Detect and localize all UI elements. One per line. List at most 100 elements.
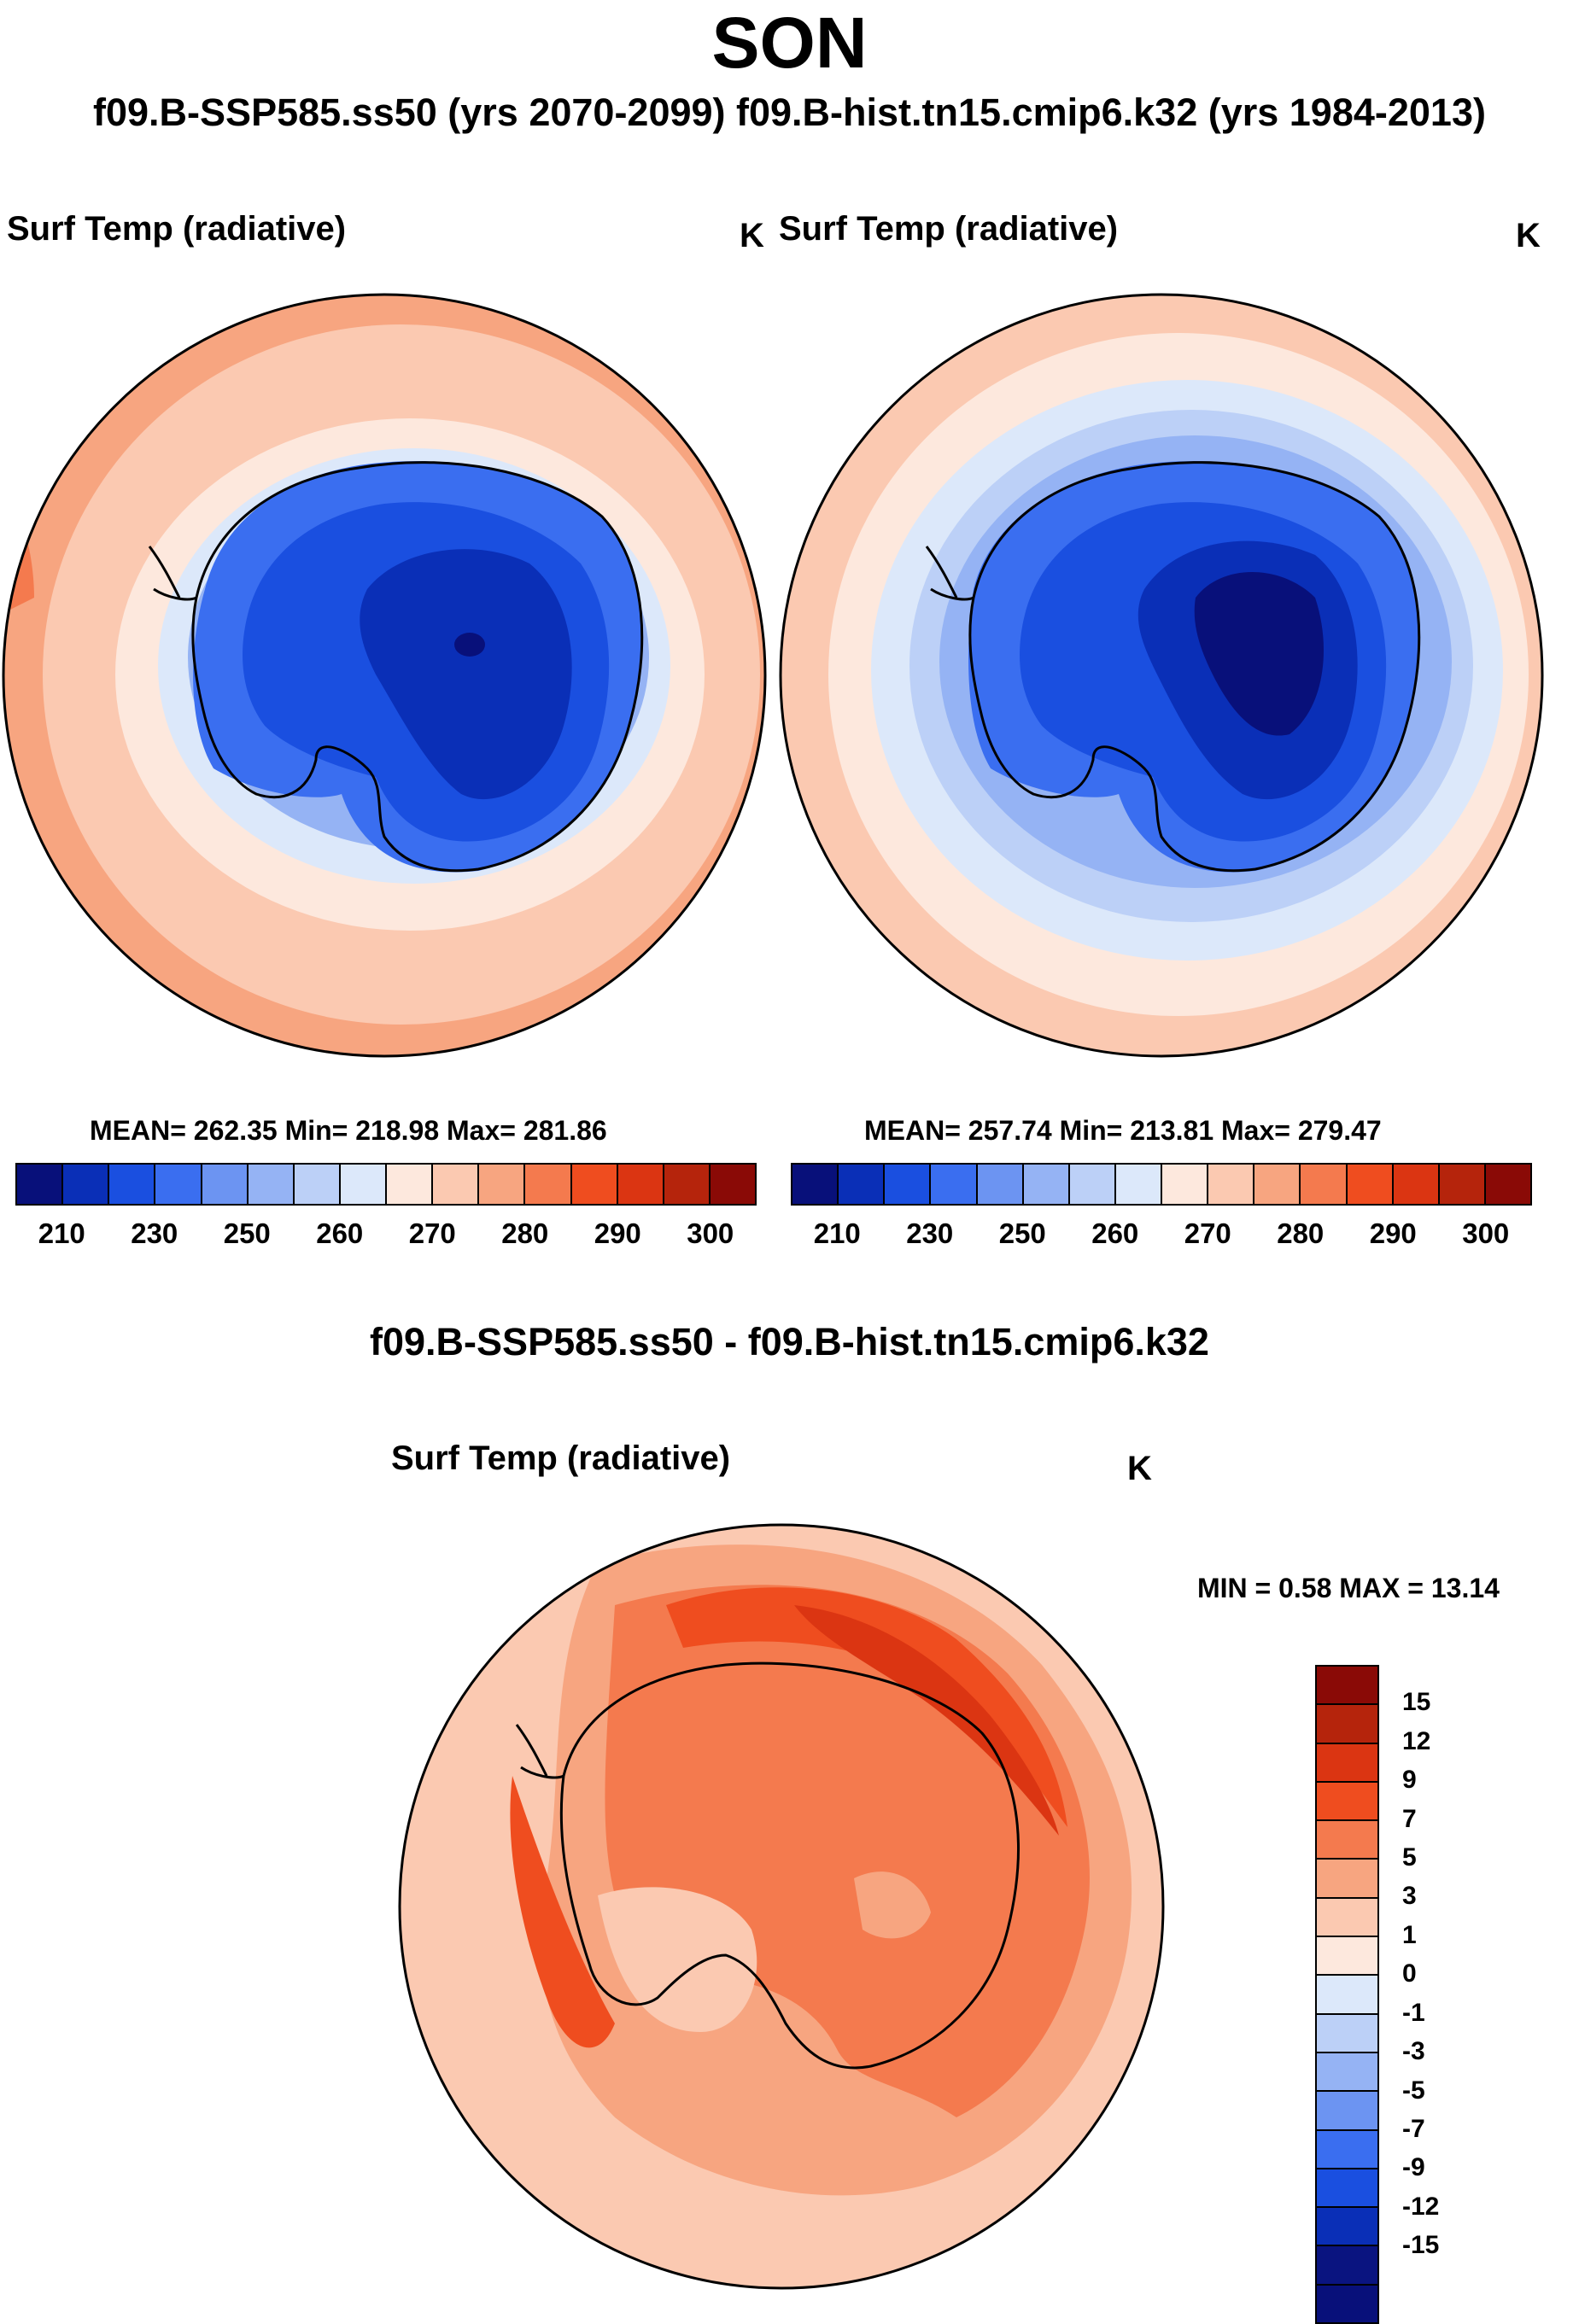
right-panel-units: K [1516, 217, 1541, 254]
colorbar-swatch [433, 1165, 480, 1204]
colorbar-tick-label: -5 [1402, 2076, 1425, 2105]
colorbar-tick-label: 270 [408, 1217, 456, 1249]
colorbar-swatch [1254, 1165, 1301, 1204]
colorbar-tick-label: 260 [316, 1217, 364, 1249]
colorbar-swatch [1069, 1165, 1116, 1204]
colorbar-swatch [1317, 1667, 1377, 1706]
colorbar-tick-label: 290 [1369, 1217, 1417, 1249]
colorbar-tick-label: 5 [1402, 1843, 1417, 1872]
colorbar-swatch [1023, 1165, 1070, 1204]
diff-panel-stats: MIN = 0.58 MAX = 13.14 [1197, 1573, 1500, 1603]
colorbar-swatch [1439, 1165, 1486, 1204]
colorbar-swatch [1317, 1705, 1377, 1744]
diff-panel-units: K [1127, 1450, 1152, 1487]
colorbar-swatch [248, 1165, 295, 1204]
diff-panel-variable: Surf Temp (radiative) [391, 1439, 731, 1477]
colorbar-swatch [17, 1165, 64, 1204]
colorbar-tick-label: 1 [1402, 1920, 1417, 1949]
colorbar-tick-label: 290 [594, 1217, 641, 1249]
colorbar-swatch [1115, 1165, 1162, 1204]
colorbar-swatch [1317, 1937, 1377, 1977]
right-panel-variable: Surf Temp (radiative) [779, 210, 1119, 248]
colorbar-swatch [1485, 1165, 1530, 1204]
colorbar-swatch [1317, 2014, 1377, 2053]
colorbar-swatch [1208, 1165, 1255, 1204]
colorbar-tick-label: 280 [501, 1217, 549, 1249]
colorbar-swatch [1317, 2246, 1377, 2286]
diff-coastline [515, 1661, 1020, 2070]
left-coastline [148, 461, 644, 873]
right-coastline [925, 461, 1421, 873]
colorbar-tick-label: 280 [1277, 1217, 1325, 1249]
colorbar-swatch [839, 1165, 886, 1204]
colorbar-tick-label: 230 [906, 1217, 954, 1249]
colorbar-swatch [1317, 2092, 1377, 2131]
colorbar-tick-label: 0 [1402, 1959, 1417, 1988]
colorbar-swatch [109, 1165, 156, 1204]
colorbar-swatch [1317, 2169, 1377, 2209]
colorbar-tick-label: 15 [1402, 1688, 1431, 1717]
colorbar-tick-label: 3 [1402, 1882, 1417, 1911]
left-panel-units: K [740, 217, 764, 254]
right-colorbar [791, 1163, 1532, 1206]
colorbar-tick-label: 300 [687, 1217, 734, 1249]
colorbar-tick-label: 210 [813, 1217, 861, 1249]
colorbar-swatch [1317, 2052, 1377, 2093]
colorbar-tick-label: 230 [131, 1217, 178, 1249]
diff-map-border [398, 1523, 1165, 2290]
colorbar-tick-label: -7 [1402, 2114, 1425, 2143]
colorbar-swatch [387, 1165, 434, 1204]
diff-title: f09.B-SSP585.ss50 - f09.B-hist.tn15.cmip… [370, 1320, 1209, 1363]
colorbar-swatch [617, 1165, 664, 1204]
colorbar-swatch [931, 1165, 978, 1204]
colorbar-tick-label: 9 [1402, 1766, 1417, 1795]
colorbar-swatch [1317, 1821, 1377, 1860]
left-colorbar [15, 1163, 757, 1206]
left-map-border [2, 293, 767, 1058]
left-panel-variable: Surf Temp (radiative) [7, 210, 347, 248]
colorbar-swatch [977, 1165, 1024, 1204]
colorbar-swatch [1162, 1165, 1209, 1204]
colorbar-tick-label: -3 [1402, 2037, 1425, 2066]
colorbar-swatch [1317, 1898, 1377, 1938]
colorbar-tick-label: -12 [1402, 2192, 1440, 2221]
colorbar-tick-label: 12 [1402, 1726, 1431, 1755]
figure-subtitle: f09.B-SSP585.ss50 (yrs 2070-2099) f09.B-… [93, 91, 1486, 134]
colorbar-tick-label: 270 [1184, 1217, 1231, 1249]
colorbar-swatch [1317, 1743, 1377, 1783]
colorbar-tick-label: 250 [998, 1217, 1046, 1249]
colorbar-swatch [63, 1165, 110, 1204]
colorbar-swatch [202, 1165, 249, 1204]
colorbar-tick-label: -9 [1402, 2153, 1425, 2182]
colorbar-swatch [1347, 1165, 1394, 1204]
colorbar-swatch [155, 1165, 202, 1204]
colorbar-tick-label: 300 [1462, 1217, 1510, 1249]
colorbar-tick-label: 7 [1402, 1804, 1417, 1833]
colorbar-swatch [294, 1165, 341, 1204]
figure-title: SON [711, 3, 868, 83]
colorbar-swatch [1317, 1860, 1377, 1899]
colorbar-swatch [525, 1165, 572, 1204]
right-map-border [779, 293, 1544, 1058]
colorbar-tick-label: -15 [1402, 2231, 1440, 2260]
colorbar-swatch [479, 1165, 526, 1204]
colorbar-swatch [1393, 1165, 1440, 1204]
colorbar-swatch [885, 1165, 932, 1204]
colorbar-swatch [340, 1165, 387, 1204]
colorbar-tick-label: 250 [223, 1217, 271, 1249]
colorbar-swatch [1317, 2285, 1377, 2323]
colorbar-swatch [710, 1165, 755, 1204]
colorbar-swatch [792, 1165, 839, 1204]
colorbar-swatch [1317, 2208, 1377, 2247]
colorbar-swatch [571, 1165, 618, 1204]
colorbar-swatch [1301, 1165, 1348, 1204]
right-panel-stats: MEAN= 257.74 Min= 213.81 Max= 279.47 [864, 1115, 1382, 1146]
colorbar-swatch [1317, 2130, 1377, 2169]
colorbar-swatch [664, 1165, 711, 1204]
left-panel-stats: MEAN= 262.35 Min= 218.98 Max= 281.86 [90, 1115, 607, 1146]
colorbar-tick-label: -1 [1402, 1998, 1425, 2027]
colorbar-tick-label: 210 [38, 1217, 85, 1249]
